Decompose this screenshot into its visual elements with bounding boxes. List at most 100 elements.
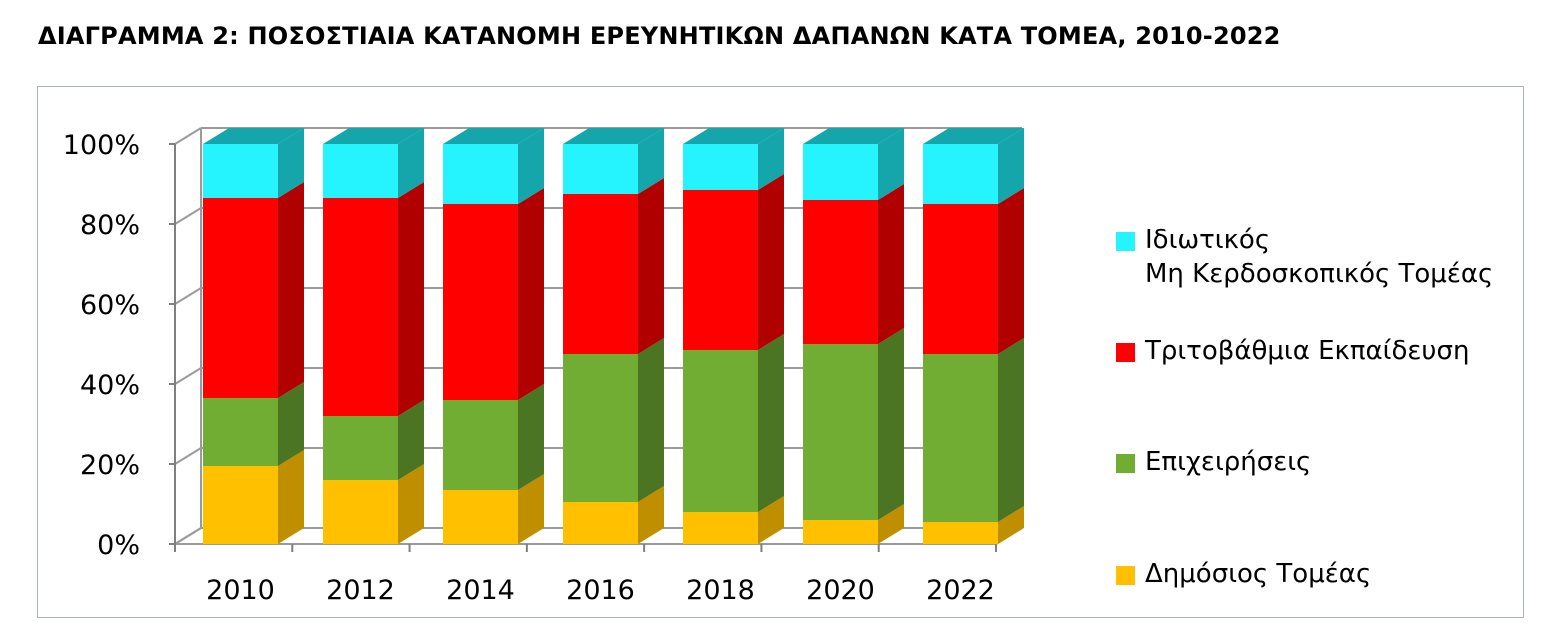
bar-front-2018-s3 (683, 144, 758, 190)
legend-item-higher-education: Τριτοβάθμια Εκπαίδευση (1116, 334, 1469, 368)
bars (203, 128, 1024, 544)
y-tick-label-1: 20% (80, 450, 140, 481)
legend-label-private-nonprofit-line1: Ιδιωτικός (1145, 225, 1271, 255)
x-tick-label-2022: 2022 (926, 575, 995, 606)
bar-side-2014-s1 (518, 384, 544, 490)
bar-front-2014-s2 (443, 204, 518, 400)
bar-group-2010 (203, 128, 304, 544)
bar-side-2012-s2 (398, 182, 424, 416)
bar-side-2020-s0 (878, 504, 904, 544)
gridline-diag-1 (174, 447, 202, 465)
bar-front-2016-s2 (563, 194, 638, 354)
y-tick-label-3: 60% (80, 290, 140, 321)
bar-front-2018-s1 (683, 350, 758, 512)
bar-top-2022 (923, 128, 1024, 144)
bar-front-2018-s0 (683, 512, 758, 544)
legend-swatch-public-sector (1116, 566, 1135, 585)
bar-side-2022-s0 (998, 506, 1024, 544)
bar-front-2012-s3 (323, 144, 398, 198)
bar-front-2014-s0 (443, 490, 518, 544)
legend-swatch-higher-education (1116, 343, 1135, 362)
bar-side-2010-s1 (278, 382, 304, 466)
x-tick-label-2012: 2012 (326, 575, 395, 606)
bar-top-2012 (323, 128, 424, 144)
bar-side-2012-s1 (398, 400, 424, 480)
x-tick-label-2014: 2014 (446, 575, 515, 606)
bar-side-2022-s3 (998, 128, 1024, 204)
bar-side-2012-s3 (398, 128, 424, 198)
bar-side-2014-s3 (518, 128, 544, 204)
y-tick-label-4: 80% (80, 210, 140, 241)
bar-front-2020-s3 (803, 144, 878, 200)
bar-group-2022 (923, 128, 1024, 544)
x-tick-label-2020: 2020 (806, 575, 875, 606)
bar-side-2020-s3 (878, 128, 904, 200)
legend-label-business: Επιχειρήσεις (1145, 447, 1312, 477)
bar-front-2012-s0 (323, 480, 398, 544)
bar-side-2010-s0 (278, 450, 304, 544)
legend-label-higher-education: Τριτοβάθμια Εκπαίδευση (1145, 336, 1470, 366)
bar-top-2018 (683, 128, 784, 144)
bar-side-2018-s3 (758, 128, 784, 190)
bar-side-2016-s1 (638, 338, 664, 502)
bar-side-2014-s0 (518, 474, 544, 544)
bar-front-2020-s2 (803, 200, 878, 344)
bar-top-2020 (803, 128, 904, 144)
legend-item-business: Επιχειρήσεις (1116, 445, 1311, 479)
y-tick-label-5: 100% (63, 130, 140, 161)
gridline-diag-0 (174, 527, 202, 545)
legend-swatch-business (1116, 454, 1135, 473)
bar-side-2020-s2 (878, 184, 904, 344)
chart-frame: 0% 20% 40% 60% 80% 100% 2010 2012 2014 2016 2018 2… (37, 86, 1524, 618)
legend-label-public-sector: Δημόσιος Τομέας (1145, 559, 1372, 589)
bar-group-2016 (563, 128, 664, 544)
bar-side-2022-s2 (998, 188, 1024, 354)
x-axis: 2010 2012 2014 2016 2018 2020 2022 (174, 544, 997, 606)
bar-front-2016-s0 (563, 502, 638, 544)
bar-top-2014 (443, 128, 544, 144)
x-tick-label-2010: 2010 (206, 575, 275, 606)
stacked-bar-chart: 0%20%40%60%80%100% 2010 2012 2014 2016 2018 2… (63, 127, 1024, 606)
bar-front-2010-s3 (203, 144, 278, 198)
bar-side-2022-s1 (998, 338, 1024, 522)
bar-front-2022-s3 (923, 144, 998, 204)
gridline-diag-2 (174, 367, 202, 385)
bar-front-2020-s1 (803, 344, 878, 520)
legend-item-private-nonprofit: Ιδιωτικός Μη Κερδοσκοπικός Τομέας (1116, 223, 1493, 291)
bar-group-2018 (683, 128, 784, 544)
bar-top-2010 (203, 128, 304, 144)
y-tick-label-0: 0% (97, 530, 140, 561)
bar-front-2014-s1 (443, 400, 518, 490)
bar-group-2020 (803, 128, 904, 544)
bar-front-2014-s3 (443, 144, 518, 204)
gridline-diag-5 (174, 127, 202, 145)
bar-side-2016-s0 (638, 486, 664, 544)
bar-front-2016-s1 (563, 354, 638, 502)
legend-swatch-private-nonprofit (1116, 232, 1135, 251)
page-title: ΔΙΑΓΡΑΜΜΑ 2: ΠΟΣΟΣΤΙΑΙΑ ΚΑΤΑΝΟΜΗ ΕΡΕΥΝΗΤ… (38, 22, 1281, 50)
x-tick-label-2018: 2018 (686, 575, 755, 606)
bar-side-2010-s3 (278, 128, 304, 198)
x-tick-label-2016: 2016 (566, 575, 635, 606)
bar-side-2010-s2 (278, 182, 304, 398)
bar-front-2010-s2 (203, 198, 278, 398)
bar-front-2012-s2 (323, 198, 398, 416)
bar-group-2014 (443, 128, 544, 544)
bar-front-2022-s2 (923, 204, 998, 354)
bar-front-2022-s1 (923, 354, 998, 522)
bar-side-2016-s2 (638, 178, 664, 354)
bar-top-2016 (563, 128, 664, 144)
bar-front-2016-s3 (563, 144, 638, 194)
legend-label-private-nonprofit-line2: Μη Κερδοσκοπικός Τομέας (1145, 259, 1494, 289)
bar-front-2012-s1 (323, 416, 398, 480)
gridline-diag-3 (174, 287, 202, 305)
bar-group-2012 (323, 128, 424, 544)
gridline-diag-4 (174, 207, 202, 225)
bar-front-2010-s0 (203, 466, 278, 544)
bar-side-2018-s1 (758, 334, 784, 512)
bar-front-2022-s0 (923, 522, 998, 544)
y-axis: 0% 20% 40% 60% 80% 100% (63, 130, 176, 561)
bar-side-2016-s3 (638, 128, 664, 194)
bar-side-2014-s2 (518, 188, 544, 400)
bar-side-2012-s0 (398, 464, 424, 544)
